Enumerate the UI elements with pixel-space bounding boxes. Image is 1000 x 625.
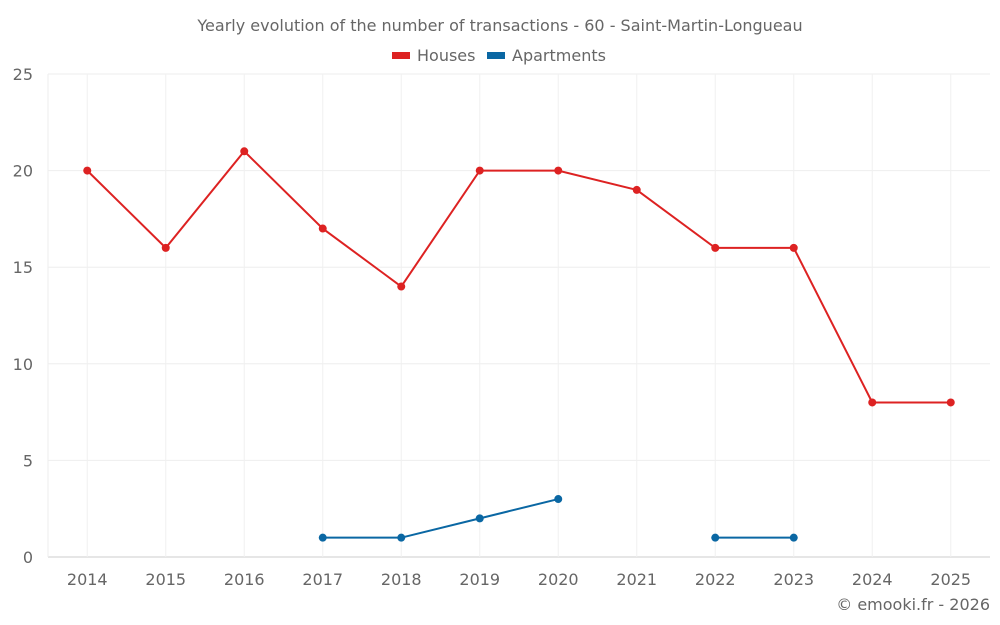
data-point-houses[interactable] [789,243,798,252]
data-point-houses[interactable] [711,243,720,252]
series-line-houses [86,149,951,404]
data-point-houses[interactable] [868,398,877,407]
data-point-houses[interactable] [475,166,484,175]
data-point-houses[interactable] [161,243,170,252]
data-point-apartments[interactable] [711,533,720,542]
y-tick-label: 10 [13,355,33,374]
legend: Houses Apartments [392,46,606,65]
series-group [83,147,955,542]
legend-item-apartments[interactable]: Apartments [487,46,606,65]
data-point-apartments[interactable] [789,533,798,542]
data-point-houses[interactable] [397,282,406,291]
data-point-houses[interactable] [632,185,641,194]
x-tick-label: 2016 [224,570,265,589]
y-tick-label: 5 [23,451,33,470]
y-tick-label: 0 [23,548,33,567]
data-point-houses[interactable] [554,166,563,175]
data-point-apartments[interactable] [397,533,406,542]
data-point-houses[interactable] [318,224,327,233]
data-point-houses[interactable] [83,166,92,175]
x-tick-label: 2023 [773,570,814,589]
x-tick-label: 2017 [302,570,343,589]
x-tick-label: 2019 [459,570,500,589]
data-point-apartments[interactable] [554,495,563,504]
data-point-houses[interactable] [240,147,249,156]
x-tick-label: 2015 [145,570,186,589]
x-tick-label: 2024 [852,570,893,589]
y-tick-label: 15 [13,258,33,277]
grid [48,73,990,558]
chart-title: Yearly evolution of the number of transa… [196,16,802,35]
x-tick-label: 2025 [930,570,971,589]
x-tick-label: 2014 [67,570,108,589]
series-line-apartments [322,498,559,539]
data-point-apartments[interactable] [475,514,484,523]
x-tick-label: 2022 [695,570,736,589]
legend-item-houses[interactable]: Houses [392,46,475,65]
legend-swatch [487,52,505,59]
x-tick-label: 2018 [381,570,422,589]
legend-label: Houses [417,46,475,65]
data-point-apartments[interactable] [318,533,327,542]
x-tick-label: 2020 [538,570,579,589]
credit: © emooki.fr - 2026 [836,595,990,614]
y-tick-label: 20 [13,162,33,181]
y-tick-label: 25 [13,65,33,84]
legend-label: Apartments [512,46,606,65]
legend-swatch [392,52,410,59]
x-tick-label: 2021 [616,570,657,589]
data-point-houses[interactable] [946,398,955,407]
